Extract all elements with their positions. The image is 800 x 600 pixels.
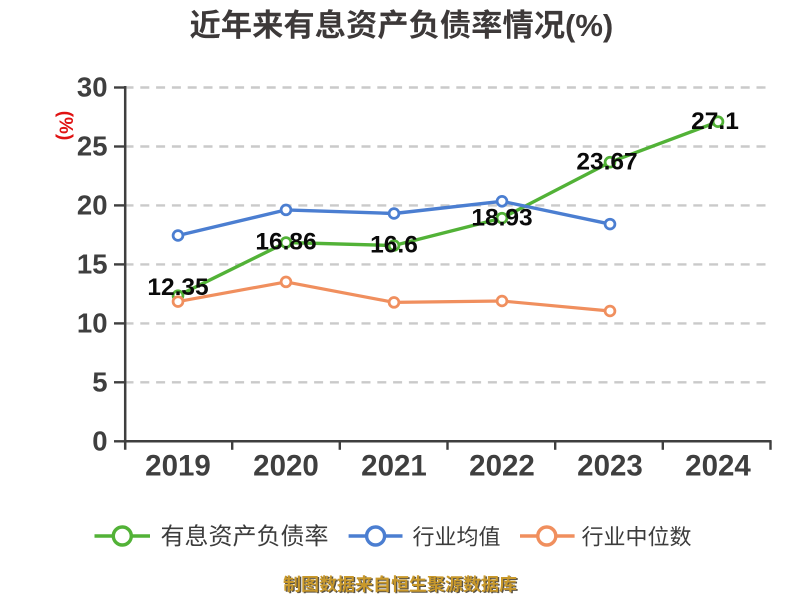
- svg-text:10: 10: [77, 307, 108, 338]
- svg-text:2019: 2019: [145, 450, 211, 483]
- svg-text:(%): (%): [565, 8, 613, 43]
- svg-text:0: 0: [92, 425, 107, 456]
- svg-text:18.93: 18.93: [471, 204, 532, 231]
- svg-text:2023: 2023: [577, 450, 643, 483]
- svg-text:2022: 2022: [469, 450, 535, 483]
- svg-text:30: 30: [77, 72, 108, 103]
- svg-text:2021: 2021: [361, 450, 427, 483]
- svg-text:5: 5: [92, 366, 107, 397]
- svg-text:27.1: 27.1: [691, 108, 739, 135]
- svg-text:15: 15: [77, 248, 108, 279]
- svg-text:12.35: 12.35: [147, 274, 208, 301]
- svg-text:23.67: 23.67: [576, 148, 637, 175]
- svg-text:2020: 2020: [253, 450, 319, 483]
- svg-text:25: 25: [77, 131, 108, 162]
- svg-text:16.6: 16.6: [370, 232, 418, 259]
- svg-text:20: 20: [77, 189, 108, 220]
- svg-text:2024: 2024: [685, 450, 751, 483]
- svg-text:16.86: 16.86: [255, 229, 316, 256]
- svg-text:(%): (%): [55, 111, 76, 141]
